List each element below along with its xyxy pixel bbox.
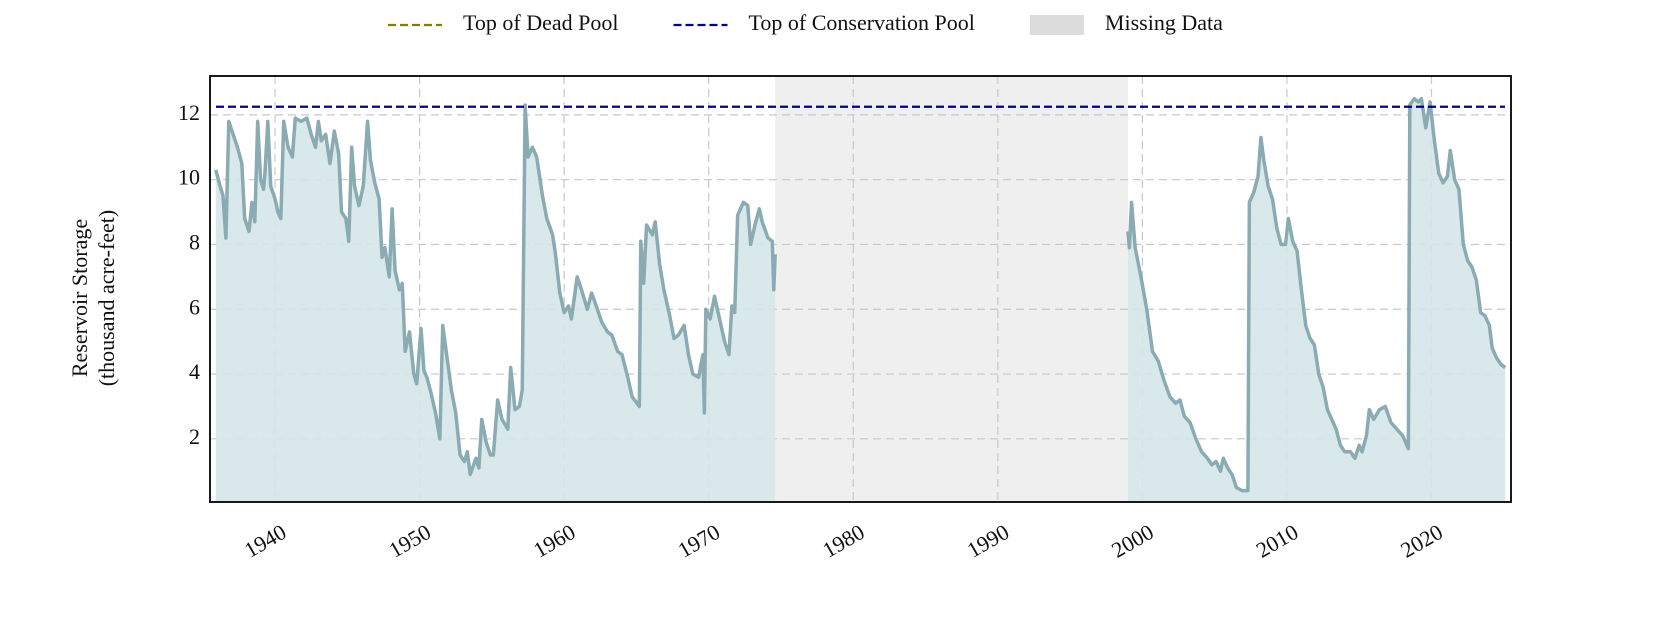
y-axis-label-line: (thousand acre-feet) [94, 210, 119, 387]
x-tick-label: 2020 [1396, 519, 1447, 563]
x-tick-label: 1980 [818, 519, 869, 563]
y-axis-label: Reservoir Storage(thousand acre-feet) [67, 210, 119, 387]
storage-line [214, 96, 1507, 493]
legend-swatch [1029, 15, 1084, 35]
y-tick-label: 6 [189, 294, 200, 319]
y-tick-label: 8 [189, 230, 200, 255]
storage-area [215, 98, 1506, 503]
legend-label: Missing Data [1105, 10, 1223, 35]
x-tick-label: 2010 [1252, 519, 1303, 563]
legend-label: Top of Conservation Pool [749, 10, 975, 35]
x-tick-label: 1940 [240, 519, 291, 563]
x-tick-label: 2000 [1107, 519, 1158, 563]
x-tick-label: 1950 [384, 519, 435, 563]
missing-data-span [775, 76, 1128, 502]
y-tick-label: 10 [178, 165, 200, 190]
y-tick-label: 4 [189, 359, 200, 384]
x-tick-label: 1960 [529, 519, 580, 563]
y-tick-label: 12 [178, 100, 200, 125]
x-tick-label: 1970 [674, 519, 725, 563]
x-tick-label: 1990 [963, 519, 1014, 563]
plot-frame [209, 75, 1512, 503]
y-tick-label: 2 [189, 424, 200, 449]
legend: Top of Dead Pool Top of Conservation Pool… [388, 10, 1223, 35]
legend-label: Top of Dead Pool [463, 10, 619, 35]
y-axis-label-line: Reservoir Storage [67, 219, 92, 377]
